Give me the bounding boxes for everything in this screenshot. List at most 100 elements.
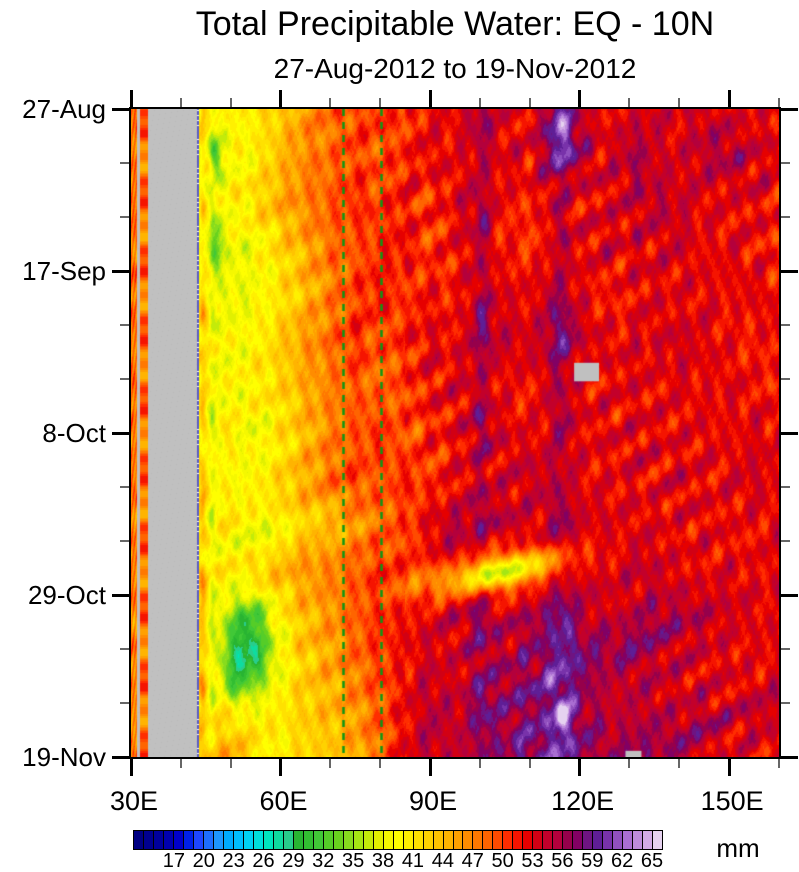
colorbar-box-57 xyxy=(573,831,584,849)
colorbar-box-61 xyxy=(613,831,624,849)
colorbar-box-55 xyxy=(553,831,564,849)
colorbar-box-22 xyxy=(223,831,234,849)
x-major-tick-top xyxy=(428,90,432,107)
colorbar-box-64 xyxy=(643,831,654,849)
x-minor-tick-bottom xyxy=(678,759,681,768)
colorbar-box-37 xyxy=(373,831,384,849)
x-minor-tick-top xyxy=(379,98,382,107)
y-major-tick-left xyxy=(112,431,129,435)
y-major-tick-left xyxy=(112,593,129,597)
y-minor-tick-right xyxy=(781,648,790,650)
colorbar-tick-label-62: 62 xyxy=(611,850,634,872)
colorbar-box-56 xyxy=(563,831,574,849)
y-minor-tick-left xyxy=(120,378,129,380)
y-major-tick-right xyxy=(781,755,798,759)
colorbar-box-43 xyxy=(433,831,444,849)
colorbar-box-49 xyxy=(493,831,504,849)
x-axis-label-60E: 60E xyxy=(259,786,308,816)
y-minor-tick-right xyxy=(781,378,790,380)
colorbar-box-58 xyxy=(583,831,594,849)
colorbar-box-62 xyxy=(623,831,634,849)
colorbar-box-20 xyxy=(203,831,214,849)
colorbar-tick-label-53: 53 xyxy=(521,850,544,872)
colorbar-tick-label-59: 59 xyxy=(581,850,604,872)
y-minor-tick-right xyxy=(781,324,790,326)
y-minor-tick-right xyxy=(781,486,790,488)
y-minor-tick-left xyxy=(120,540,129,542)
colorbar-box-48 xyxy=(483,831,494,849)
colorbar-box-51 xyxy=(513,831,524,849)
x-axis-label-150E: 150E xyxy=(700,786,764,816)
x-minor-tick-top xyxy=(179,98,182,107)
colorbar-tick-label-56: 56 xyxy=(551,850,574,872)
colorbar-box-26 xyxy=(263,831,274,849)
colorbar-box-54 xyxy=(543,831,554,849)
colorbar-box-28 xyxy=(283,831,294,849)
y-minor-tick-right xyxy=(781,216,790,218)
colorbar-box-41 xyxy=(413,831,424,849)
colorbar-box-19 xyxy=(193,831,204,849)
y-major-tick-left xyxy=(112,269,129,273)
x-minor-tick-bottom xyxy=(628,759,631,768)
y-axis-label-29-Oct: 29-Oct xyxy=(27,580,106,610)
y-minor-tick-left xyxy=(120,702,129,704)
y-axis-label-27-Aug: 27-Aug xyxy=(22,94,106,124)
x-minor-tick-top xyxy=(678,98,681,107)
colorbar-tick-label-23: 23 xyxy=(222,850,245,872)
colorbar-box-53 xyxy=(533,831,544,849)
y-axis-label-17-Sep: 17-Sep xyxy=(22,256,106,286)
x-minor-tick-bottom xyxy=(229,759,232,768)
x-minor-tick-top xyxy=(628,98,631,107)
y-major-tick-left xyxy=(112,107,129,111)
y-minor-tick-left xyxy=(120,486,129,488)
colorbar-box-24 xyxy=(243,831,254,849)
colorbar-box-59 xyxy=(593,831,604,849)
x-minor-tick-bottom xyxy=(179,759,182,768)
x-minor-tick-bottom xyxy=(379,759,382,768)
y-major-tick-right xyxy=(781,431,798,435)
colorbar-box-27 xyxy=(273,831,284,849)
x-major-tick-top xyxy=(129,90,133,107)
x-minor-tick-bottom xyxy=(528,759,531,768)
colorbar-tick-label-26: 26 xyxy=(252,850,275,872)
colorbar-box-18 xyxy=(183,831,194,849)
colorbar-box-38 xyxy=(383,831,394,849)
x-axis-label-30E: 30E xyxy=(109,786,159,816)
colorbar-tick-label-47: 47 xyxy=(461,850,484,872)
x-major-tick-top xyxy=(578,90,582,107)
y-minor-tick-right xyxy=(781,540,790,542)
x-major-tick-bottom xyxy=(279,759,283,776)
x-minor-tick-top xyxy=(329,98,332,107)
x-minor-tick-top xyxy=(229,98,232,107)
colorbar-box-36 xyxy=(363,831,374,849)
colorbar-tick-label-38: 38 xyxy=(371,850,395,872)
x-minor-tick-top xyxy=(478,98,481,107)
colorbar-box-46 xyxy=(463,831,474,849)
y-axis-label-8-Oct: 8-Oct xyxy=(42,418,106,448)
y-major-tick-right xyxy=(781,593,798,597)
x-major-tick-bottom xyxy=(578,759,582,776)
colorbar-tick-label-65: 65 xyxy=(640,850,664,872)
y-minor-tick-right xyxy=(781,702,790,704)
x-minor-tick-top xyxy=(528,98,531,107)
colorbar-tick-label-17: 17 xyxy=(162,850,185,872)
x-major-tick-top xyxy=(727,90,731,107)
colorbar-tick-label-20: 20 xyxy=(192,850,215,872)
colorbar-box-52 xyxy=(523,831,534,849)
chart-title: Total Precipitable Water: EQ - 10N xyxy=(195,5,715,43)
x-minor-tick-bottom xyxy=(478,759,481,768)
colorbar-box-14 xyxy=(143,831,154,849)
colorbar-box-31 xyxy=(313,831,324,849)
y-minor-tick-left xyxy=(120,216,129,218)
y-minor-tick-right xyxy=(781,162,790,164)
colorbar-box-44 xyxy=(443,831,454,849)
colorbar-box-33 xyxy=(333,831,344,849)
chart-subtitle: 27-Aug-2012 to 19-Nov-2012 xyxy=(273,53,637,84)
plot-area xyxy=(129,107,781,759)
y-major-tick-right xyxy=(781,107,798,111)
colorbar-box-16 xyxy=(163,831,174,849)
colorbar-box-47 xyxy=(473,831,484,849)
colorbar-box-65 xyxy=(653,831,663,849)
colorbar-tick-label-35: 35 xyxy=(342,850,365,872)
